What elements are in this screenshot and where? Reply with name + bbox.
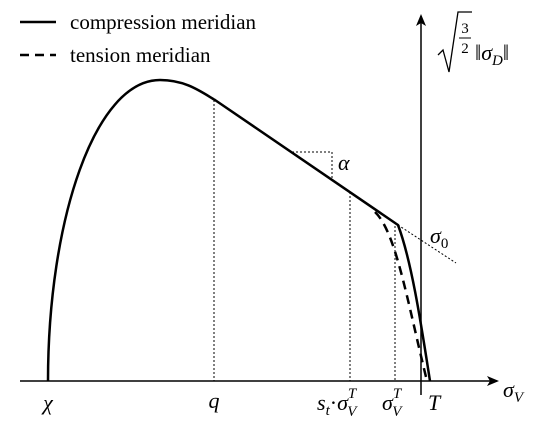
dot: · <box>330 390 337 415</box>
frac-num: 3 <box>461 21 469 37</box>
legend-label: tension meridian <box>70 43 211 67</box>
alpha-label: α <box>338 150 350 175</box>
symbol: σ <box>337 390 349 415</box>
sub: D <box>491 53 503 69</box>
s: s <box>317 390 326 415</box>
radical <box>437 11 472 73</box>
guides <box>213 100 457 381</box>
norm: ‖ <box>475 40 481 65</box>
legend-label: compression meridian <box>70 10 257 34</box>
symbol: σ <box>382 390 394 415</box>
y-axis-label: ‖σD‖ <box>475 40 509 69</box>
symbol: σ <box>430 223 442 248</box>
tension-meridian <box>374 211 429 382</box>
x-axis-label: σV <box>503 377 525 406</box>
q-label: q <box>209 388 220 413</box>
t-label: T <box>428 390 442 415</box>
compression-meridian <box>46 78 432 382</box>
st-sigma-label: st·σT V <box>317 386 358 420</box>
symbol: σ <box>481 40 493 65</box>
sup: T <box>348 386 358 402</box>
frac-den: 2 <box>461 41 469 57</box>
sub: V <box>514 390 525 406</box>
sigma0-label: σ0 <box>430 223 448 252</box>
chi-label: χ <box>41 390 54 415</box>
sub: t <box>326 403 331 419</box>
sub: V <box>347 404 358 420</box>
sub: V <box>392 404 403 420</box>
sub: 0 <box>441 236 449 252</box>
norm: ‖ <box>503 40 509 65</box>
sigma-vt-label: σT V <box>382 386 403 420</box>
sup: T <box>393 386 403 402</box>
symbol: σ <box>503 377 515 402</box>
